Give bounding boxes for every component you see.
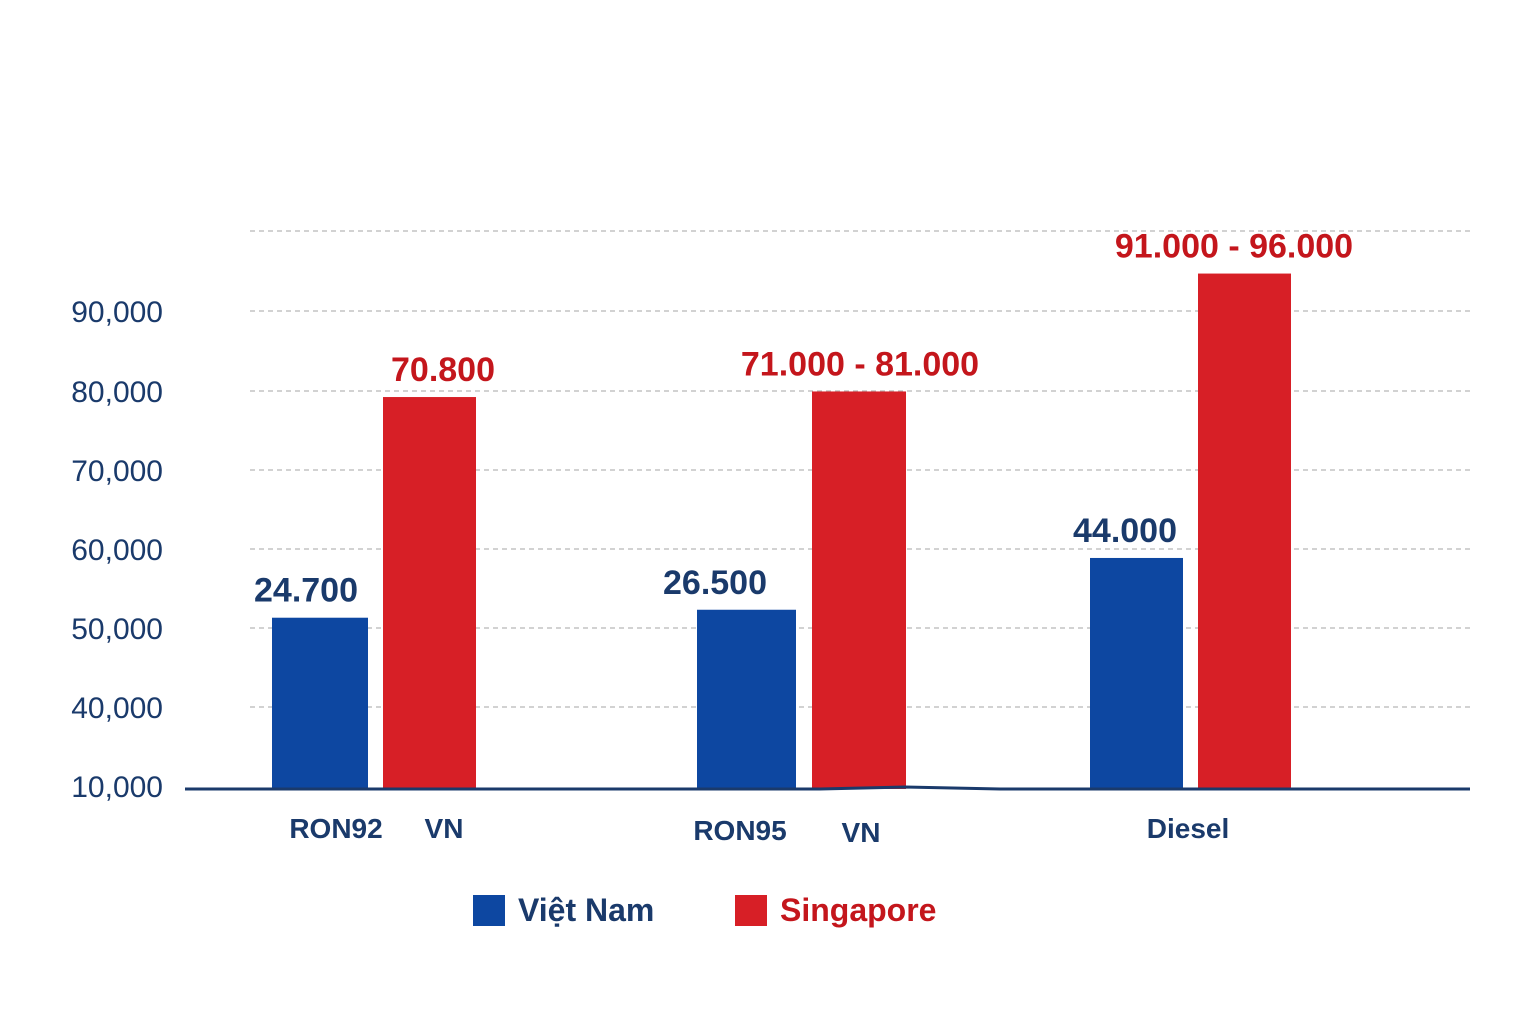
y-tick-label: 80,000 bbox=[71, 376, 163, 409]
category-labels: RON92 VN RON95 VN Diesel bbox=[289, 813, 1229, 848]
category-label: RON92 bbox=[289, 813, 382, 844]
y-tick-label: 40,000 bbox=[71, 692, 163, 725]
y-tick-label: 10,000 bbox=[71, 771, 163, 804]
legend-swatch bbox=[735, 895, 767, 926]
category-label: Diesel bbox=[1147, 813, 1230, 844]
data-label: 91.000 - 96.000 bbox=[1115, 228, 1353, 266]
legend-label: Singapore bbox=[780, 892, 936, 928]
data-label: 44.000 bbox=[1073, 512, 1177, 550]
bar-singapore bbox=[1198, 273, 1291, 790]
y-tick-label: 70,000 bbox=[71, 455, 163, 488]
data-label: 70.800 bbox=[391, 351, 495, 389]
bar-vietnam bbox=[272, 617, 368, 789]
legend-swatch bbox=[473, 895, 505, 926]
category-label: RON95 bbox=[693, 815, 786, 846]
x-axis bbox=[185, 785, 1470, 791]
legend-label: Việt Nam bbox=[518, 892, 654, 928]
y-tick-label: 90,000 bbox=[71, 296, 163, 329]
bars bbox=[272, 273, 1291, 790]
data-label: 71.000 - 81.000 bbox=[741, 345, 979, 383]
legend: Việt Nam Singapore bbox=[473, 892, 936, 928]
y-tick-label: 60,000 bbox=[71, 534, 163, 567]
y-tick-label: 50,000 bbox=[71, 613, 163, 646]
data-label: 26.500 bbox=[663, 564, 767, 602]
category-sublabel: VN bbox=[842, 817, 881, 848]
x-axis-line bbox=[185, 785, 1470, 791]
y-axis: 10,000 40,000 50,000 60,000 70,000 80,000 90,0… bbox=[71, 296, 163, 804]
data-labels: 24.700 26.500 44.000 70.800 71.000 - 81.000 9… bbox=[254, 228, 1353, 610]
bar-vietnam bbox=[1090, 557, 1183, 789]
category-sublabel: VN bbox=[425, 813, 464, 844]
data-label: 24.700 bbox=[254, 572, 358, 610]
bar-vietnam bbox=[697, 609, 796, 789]
bar-singapore bbox=[383, 397, 476, 789]
bar-singapore bbox=[812, 391, 906, 789]
